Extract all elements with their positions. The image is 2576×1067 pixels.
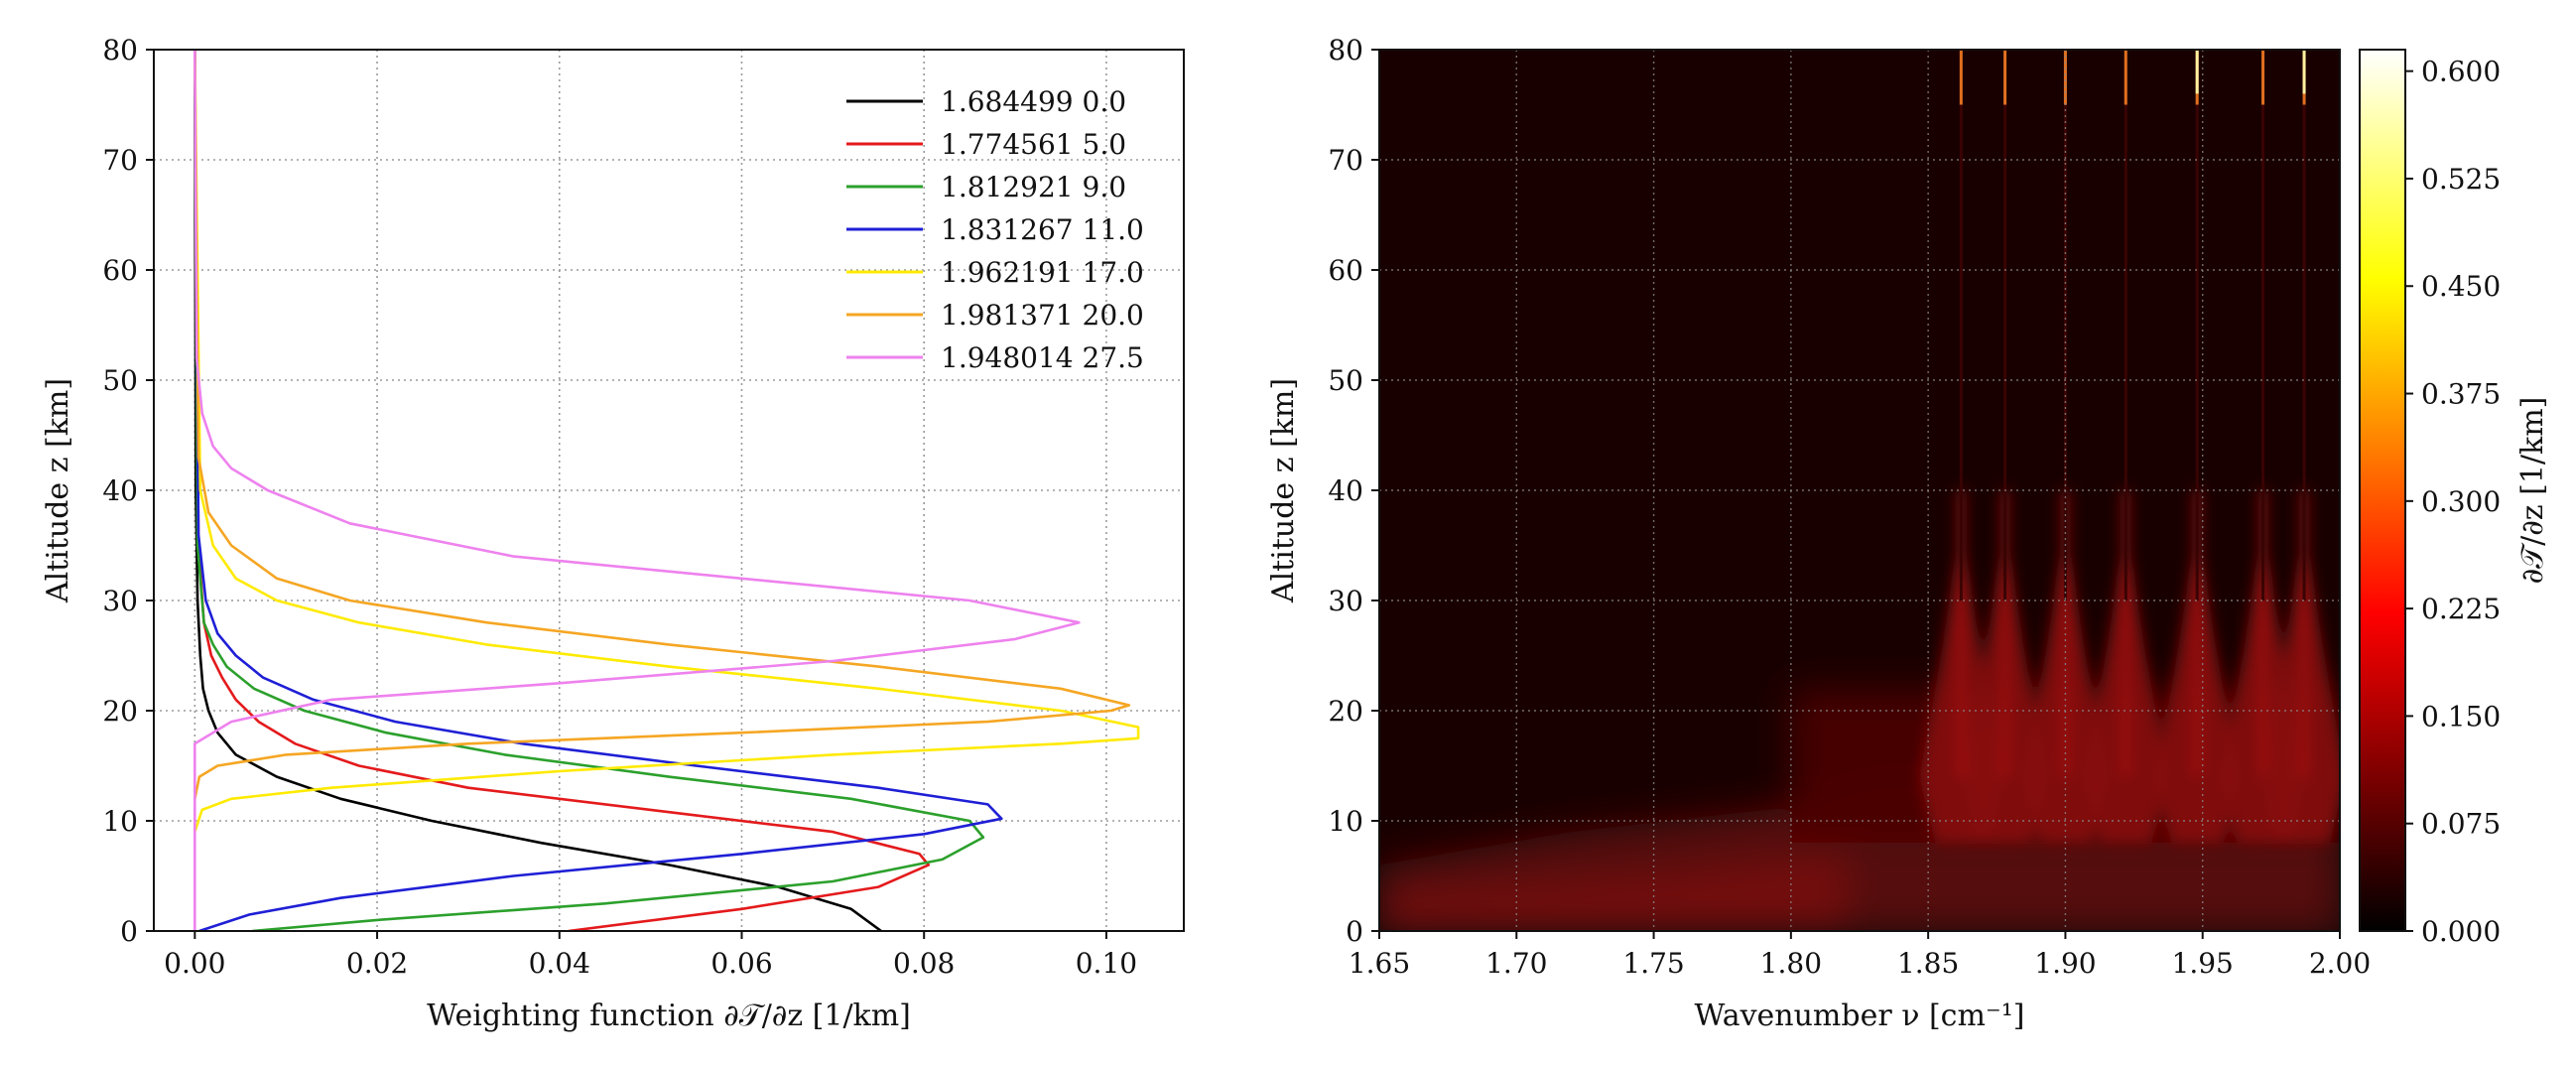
right-y-tick-label: 10: [1328, 805, 1363, 838]
line-stem: [2003, 50, 2007, 600]
legend-entry: 1.831267 11.0: [941, 213, 1144, 246]
line-core: [2301, 490, 2308, 777]
line-core: [2123, 490, 2129, 777]
legend: 1.684499 0.0 1.774561 5.0 1.812921 9.0 1.83…: [846, 85, 1144, 374]
left-x-tick-label: 0.04: [529, 947, 590, 980]
line-core: [2259, 490, 2266, 777]
absorption-lines: [1919, 490, 2340, 844]
left-y-tick-label: 30: [102, 585, 138, 617]
right-y-tick-label: 50: [1328, 364, 1363, 397]
left-y-tick-label: 10: [102, 805, 138, 838]
colorbar-tick-label: 0.075: [2421, 808, 2501, 841]
left-y-tick-label: 0: [120, 915, 138, 948]
line-tip: [2003, 50, 2007, 105]
legend-entry: 1.981371 20.0: [941, 299, 1144, 332]
right-x-tick-label: 1.85: [1897, 947, 1959, 980]
right-y-tick-label: 20: [1328, 695, 1363, 728]
right-y-tick-label: 0: [1346, 915, 1363, 948]
colorbar-tick-label: 0.300: [2421, 485, 2501, 518]
right-y-axis-label: Altitude z [km]: [1266, 378, 1301, 603]
line-core: [1958, 490, 1965, 777]
colorbar-tick-label: 0.450: [2421, 270, 2501, 303]
colorbar-tick-label: 0.600: [2421, 56, 2501, 88]
line-tip-bright: [2195, 50, 2199, 94]
colorbar-label: ∂𝒯/∂z [1/km]: [2515, 397, 2550, 585]
line-stem: [2261, 50, 2265, 600]
line-stem: [2195, 50, 2199, 600]
line-tip: [2063, 50, 2067, 105]
right-y-tick-label: 40: [1328, 474, 1363, 507]
colorbar-tick-label: 0.000: [2421, 915, 2501, 948]
colorbar-ticks: 0.000 0.075 0.150 0.225 0.300 0.375 0.450 0.525…: [2405, 56, 2501, 948]
line-stem: [2302, 50, 2306, 600]
legend-entry: 1.684499 0.0: [941, 85, 1126, 118]
right-y-tick-label: 70: [1328, 144, 1363, 177]
right-x-tick-label: 1.75: [1622, 947, 1684, 980]
line-lobe: [2262, 556, 2340, 844]
series-line: [193, 50, 1003, 931]
colorbar-tick-label: 0.150: [2421, 700, 2501, 733]
line-tip: [2124, 50, 2127, 105]
colorbar-tick-label: 0.375: [2421, 378, 2501, 411]
left-x-tick-label: 0.06: [710, 947, 772, 980]
right-x-axis-label: Wavenumber ν [cm⁻¹]: [1694, 999, 2024, 1033]
left-x-axis-label: Weighting function ∂𝒯/∂z [1/km]: [427, 999, 911, 1033]
left-y-tick-label: 60: [102, 254, 138, 287]
right-x-tick-label: 2.00: [2309, 947, 2371, 980]
legend-entry: 1.812921 9.0: [941, 171, 1126, 203]
legend-entry: 1.948014 27.5: [941, 341, 1144, 374]
colorbar-tick-label: 0.525: [2421, 163, 2501, 196]
series-line: [193, 50, 1140, 833]
series-line: [193, 50, 1131, 800]
right-ticks: 1.65 1.70 1.75 1.80 1.85 1.90 1.95 2.00 0 10 20 30 4…: [1328, 34, 2371, 980]
colorbar-tick-label: 0.225: [2421, 593, 2501, 625]
right-x-tick-label: 1.65: [1349, 947, 1410, 980]
right-x-tick-label: 1.70: [1485, 947, 1547, 980]
left-x-tick-label: 0.10: [1076, 947, 1137, 980]
line-tip: [2261, 50, 2265, 105]
left-x-tick-label: 0.00: [164, 947, 225, 980]
left-y-tick-label: 40: [102, 474, 138, 507]
left-y-tick-label: 20: [102, 695, 138, 728]
legend-entry: 1.774561 5.0: [941, 128, 1126, 161]
left-y-axis-label: Altitude z [km]: [41, 378, 75, 603]
colorbar: [2359, 49, 2406, 932]
line-stem: [1959, 50, 1963, 600]
line-core: [2194, 490, 2201, 777]
left-y-tick-label: 70: [102, 144, 138, 177]
series-line: [193, 50, 1081, 931]
right-y-tick-label: 30: [1328, 585, 1363, 617]
legend-entry: 1.962191 17.0: [941, 256, 1144, 289]
right-gridlines: [1379, 50, 2340, 931]
line-stem: [2124, 50, 2127, 600]
line-core: [2001, 490, 2008, 777]
right-x-tick-label: 1.90: [2034, 947, 2096, 980]
heatmap-panel: 1.65 1.70 1.75 1.80 1.85 1.90 1.95 2.00 0 10 20 30 4…: [1266, 34, 2550, 1033]
right-x-tick-label: 1.80: [1760, 947, 1822, 980]
left-y-tick-label: 50: [102, 364, 138, 397]
series-line: [193, 50, 985, 931]
left-x-tick-label: 0.02: [346, 947, 408, 980]
right-x-tick-label: 1.95: [2172, 947, 2234, 980]
line-tip-bright: [2302, 50, 2306, 94]
right-y-tick-label: 60: [1328, 254, 1363, 287]
left-y-tick-label: 80: [102, 34, 138, 67]
left-x-tick-label: 0.08: [893, 947, 955, 980]
right-y-tick-label: 80: [1328, 34, 1363, 67]
left-ticks: 0.00 0.02 0.04 0.06 0.08 0.10 0 10 20 30 40 50 60 70 8…: [102, 34, 1137, 980]
continuum-core: [1379, 854, 1847, 931]
series-line: [193, 50, 931, 931]
series-line: [193, 50, 882, 931]
line-tip: [1959, 50, 1963, 105]
weighting-function-panel: 0.00 0.02 0.04 0.06 0.08 0.10 0 10 20 30 40 50 60 70 8…: [41, 34, 1185, 1033]
heatmap-field: [1379, 50, 2340, 931]
left-series-lines: [193, 50, 1140, 931]
